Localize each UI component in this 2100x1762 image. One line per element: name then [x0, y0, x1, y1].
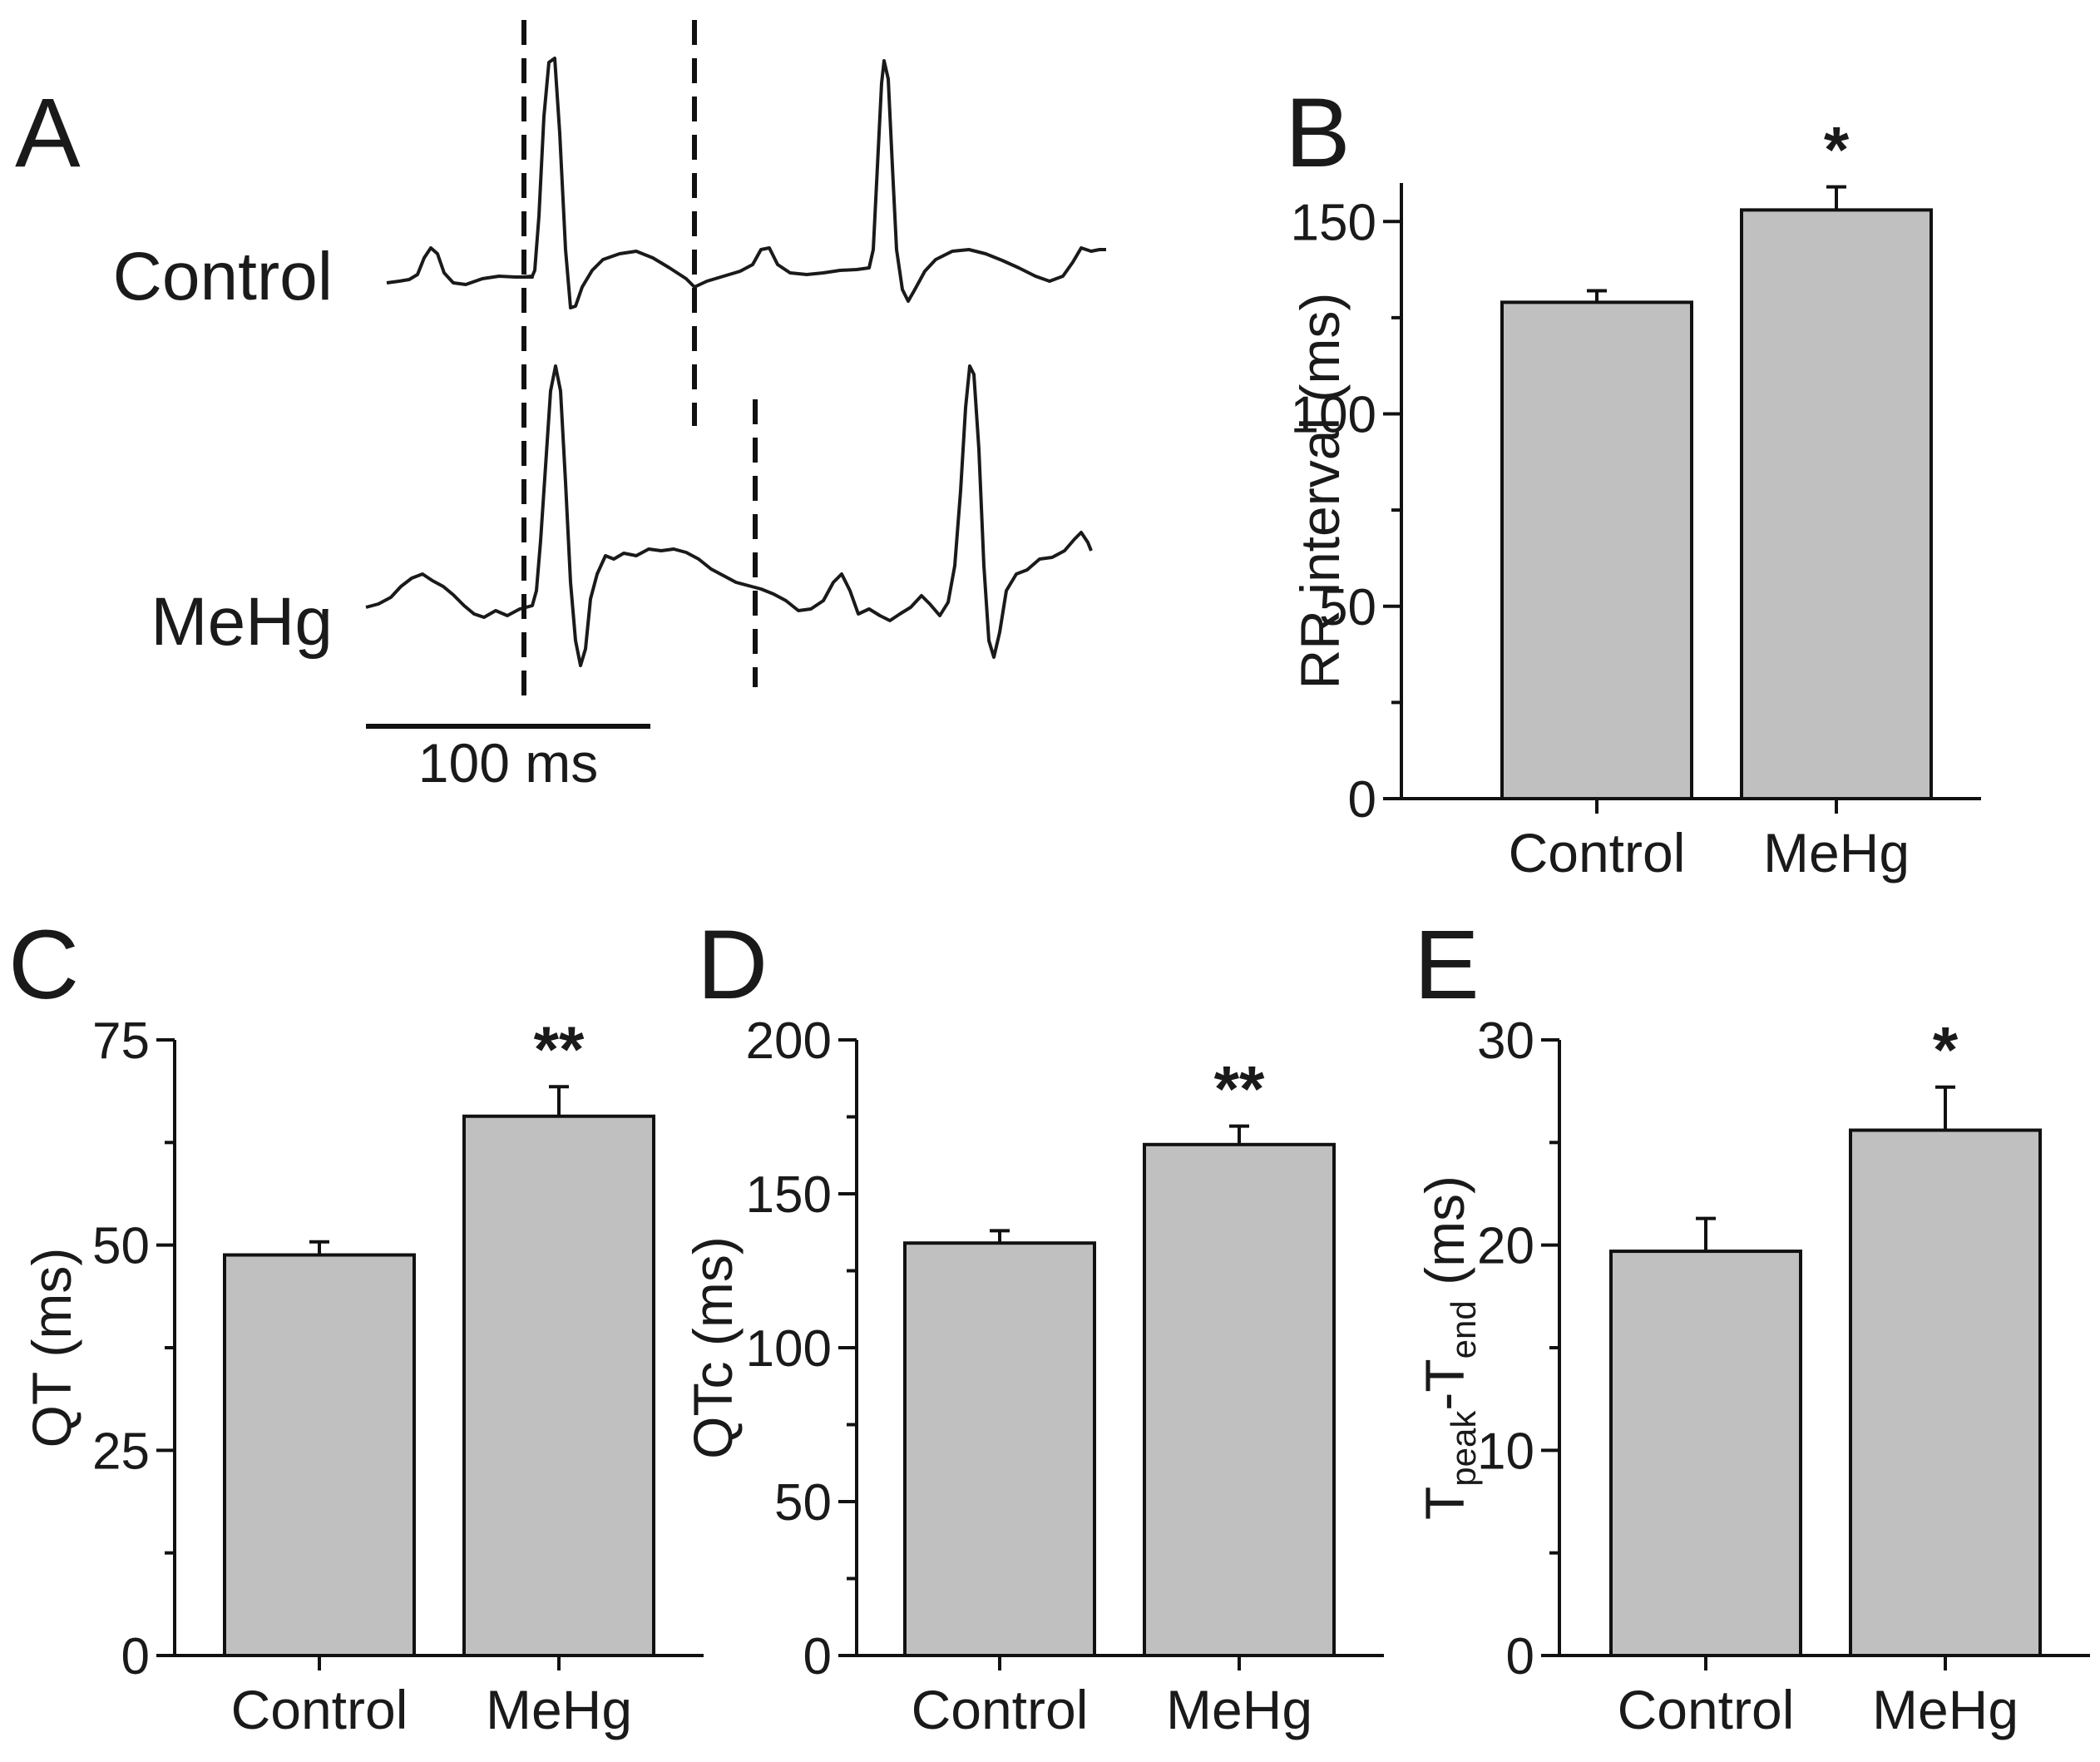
ecg-trace-mehg [365, 364, 1093, 667]
ecg-trace-control [386, 57, 1106, 309]
y-tick-label: 50 [774, 1474, 832, 1532]
significance-marker: * [1824, 113, 1850, 186]
y-axis-title: Tpeak-Tend (ms) [1414, 1175, 1483, 1520]
y-axis-title: RR interval (ms) [1289, 293, 1351, 690]
y-tick-label: 30 [1477, 1012, 1534, 1070]
category-label-mehg: MeHg [1166, 1679, 1312, 1740]
y-tick-label: 0 [1348, 771, 1376, 829]
category-label-mehg: MeHg [486, 1679, 632, 1740]
panel-letter-c: C [8, 910, 79, 1020]
y-tick-label: 50 [92, 1218, 150, 1275]
scale-bar-label: 100 ms [418, 732, 598, 794]
significance-marker: ** [1214, 1052, 1265, 1126]
category-label-mehg: MeHg [1763, 822, 1910, 883]
bar-control [903, 1241, 1096, 1657]
bar-mehg [462, 1114, 655, 1657]
y-tick-label: 25 [92, 1423, 150, 1480]
y-tick-label: 10 [1477, 1423, 1534, 1480]
chart-e-tpeak-tend: 0 10 20 30 Control MeHg * Tpeak-Tend (ms) [1414, 1012, 2090, 1740]
panel-letter-a: A [15, 78, 81, 188]
bar-control [223, 1253, 416, 1658]
significance-marker: ** [534, 1012, 585, 1086]
category-label-control: Control [1618, 1679, 1795, 1740]
bar-control [1609, 1250, 1802, 1657]
category-label-mehg: MeHg [1872, 1679, 2018, 1740]
chart-d-qtc: 0 50 100 150 200 Control MeHg ** QTc (ms) [682, 1012, 1384, 1740]
panel-a: A Control MeHg 100 ms [15, 20, 1106, 794]
category-label-control: Control [1509, 822, 1686, 883]
y-tick-label: 150 [1291, 194, 1376, 251]
panel-letter-e: E [1414, 910, 1480, 1020]
y-tick-label: 150 [746, 1166, 832, 1224]
panel-letter-d: D [697, 910, 768, 1020]
y-axis-title: QT (ms) [21, 1248, 82, 1448]
y-tick-label: 0 [803, 1628, 832, 1685]
y-axis-title: QTc (ms) [682, 1236, 744, 1459]
y-tick-label: 75 [92, 1012, 150, 1070]
bar-mehg [1849, 1128, 2042, 1657]
panel-letter-b: B [1285, 78, 1351, 188]
significance-marker: * [1933, 1013, 1959, 1086]
y-tick-label: 200 [746, 1012, 832, 1070]
trace-label-mehg: MeHg [151, 584, 333, 660]
y-tick-label: 100 [746, 1320, 832, 1378]
trace-label-control: Control [113, 239, 333, 314]
bar-mehg [1740, 208, 1933, 800]
y-tick-label: 50 [1319, 579, 1376, 636]
chart-c-qt: 0 25 50 75 Control MeHg ** QT (ms) [21, 1012, 704, 1740]
y-tick-label: 0 [1506, 1628, 1534, 1685]
y-tick-label: 0 [121, 1628, 150, 1685]
bar-control [1500, 300, 1693, 800]
y-tick-label: 100 [1291, 387, 1376, 444]
category-label-control: Control [231, 1679, 408, 1740]
chart-b-rr-interval: 0 50 100 150 Control MeHg * RR interval (ms) [1289, 113, 1981, 883]
bar-mehg [1143, 1142, 1336, 1658]
category-label-control: Control [912, 1679, 1089, 1740]
y-tick-label: 20 [1477, 1218, 1534, 1275]
